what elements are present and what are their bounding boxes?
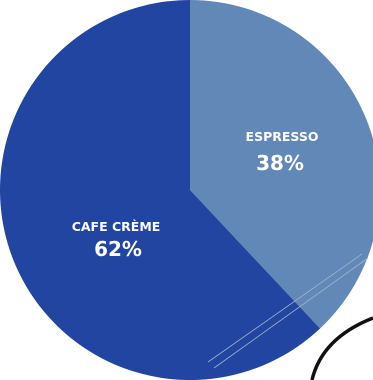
slice-percent-espresso: 38% xyxy=(256,151,304,175)
pie-slice-espresso xyxy=(190,0,373,329)
seam-line xyxy=(207,253,363,363)
seam-line xyxy=(213,257,369,369)
slice-label-cafe-creme: CAFE CRÈME xyxy=(72,219,161,234)
slice-percent-cafe-creme: 62% xyxy=(94,237,142,261)
decorative-arc xyxy=(310,316,373,380)
slice-label-espresso: ESPRESSO xyxy=(246,129,319,144)
pie-slice-cafe-cr-me xyxy=(0,0,321,380)
